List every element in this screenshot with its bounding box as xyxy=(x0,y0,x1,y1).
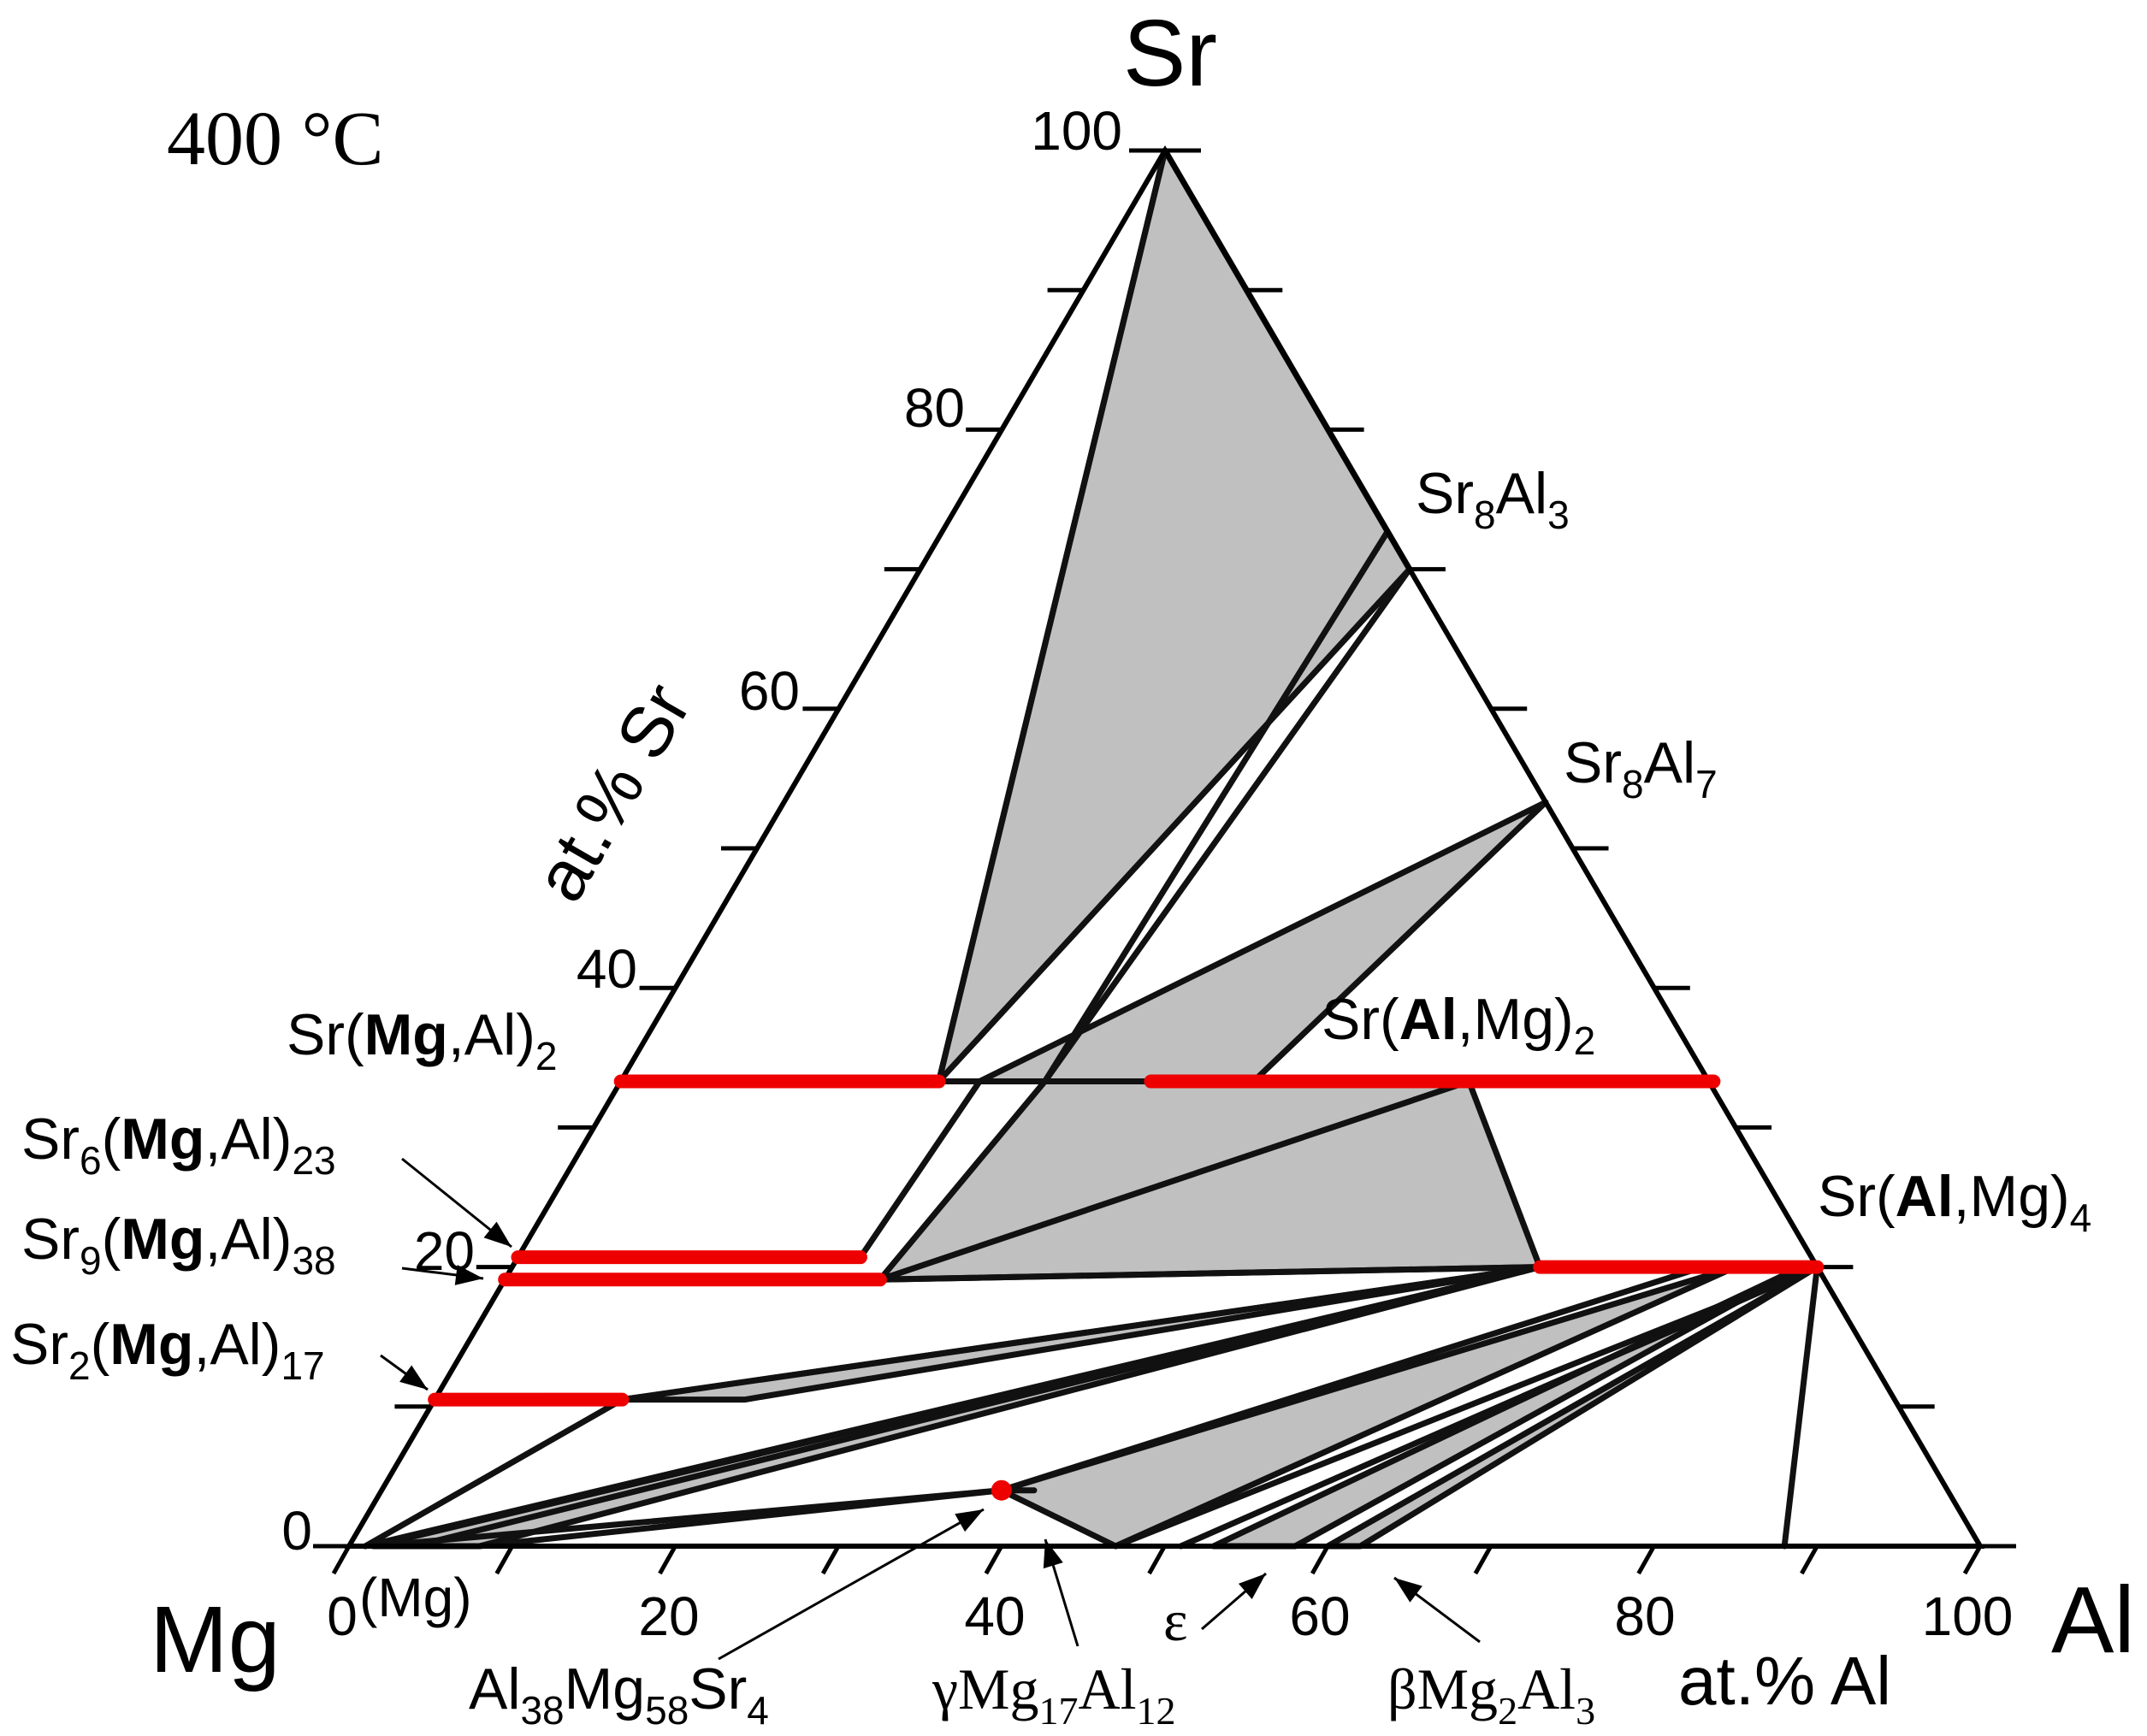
tie-line xyxy=(618,1264,1543,1403)
al-tick-label: 60 xyxy=(1289,1585,1350,1647)
al-tick-label: 80 xyxy=(1614,1585,1675,1647)
sr9-mg-al-38-label: Sr9(Mg,Al)38 xyxy=(21,1207,336,1283)
tie-line xyxy=(857,1078,983,1261)
al-axis-tick xyxy=(1310,1544,1330,1575)
al-axis-tick xyxy=(820,1544,841,1575)
al-axis-tick xyxy=(1473,1544,1493,1575)
axis-ticks xyxy=(313,148,2016,1575)
tie-line xyxy=(1178,1264,1820,1550)
al-axis-tick xyxy=(1636,1544,1656,1575)
sr-tick-label: 100 xyxy=(1031,100,1122,162)
beta-mg2al3-label: βMg2Al3 xyxy=(1387,1656,1595,1733)
al-tick-label: 40 xyxy=(964,1585,1025,1647)
sr8al3-label: Sr8Al3 xyxy=(1416,461,1570,537)
sr-tick-label: 40 xyxy=(577,938,637,1000)
al-tick-labels: 0 20 40 60 80 100 xyxy=(327,1585,2013,1647)
al-axis-tick xyxy=(984,1544,1003,1575)
sr-al-mg-2-label: Sr(Al,Mg)2 xyxy=(1322,987,1595,1063)
three-phase-region xyxy=(998,1264,1739,1550)
arrow-head xyxy=(454,1265,483,1285)
arrow-head xyxy=(955,1509,984,1532)
tie-line xyxy=(1112,1264,1820,1550)
tie-line xyxy=(362,1396,625,1550)
epsilon-label: ε xyxy=(1163,1588,1188,1653)
label-arrows xyxy=(380,1157,1481,1661)
arrow-head xyxy=(399,1365,428,1390)
sr-mg-al-2-label: Sr(Mg,Al)2 xyxy=(287,1002,557,1078)
tie-line xyxy=(1781,1264,1820,1550)
sr-axis-title: at.% Sr xyxy=(518,670,706,914)
sr-tick-labels: 100 80 60 40 20 0 xyxy=(281,100,1122,1562)
al-axis-tick xyxy=(1962,1544,1983,1575)
tie-line xyxy=(476,1487,1005,1550)
al38mg58sr4-point xyxy=(991,1479,1012,1501)
sr2-mg-al-17-label: Sr2(Mg,Al)17 xyxy=(10,1312,325,1388)
solid-solution-lines xyxy=(428,1074,1825,1407)
gamma-mg17al12-label: γMg17Al12 xyxy=(932,1656,1176,1733)
al-axis-tick xyxy=(1800,1544,1819,1575)
tie-line xyxy=(998,1264,1706,1494)
al-axis-title: at.% Al xyxy=(1678,1643,1891,1719)
tie-lines xyxy=(362,147,1820,1550)
al-tick-label: 0 xyxy=(327,1585,358,1647)
al-tick-label: 20 xyxy=(638,1585,699,1647)
tie-line xyxy=(411,1264,1543,1550)
sr8al7-label: Sr8Al7 xyxy=(1564,730,1718,806)
temperature-label: 400 °C xyxy=(167,97,384,181)
sr-tick-label: 60 xyxy=(739,660,800,722)
arrow-head xyxy=(1394,1578,1422,1603)
arrow-head xyxy=(1043,1539,1063,1569)
vertex-mg-label: Mg xyxy=(150,1587,281,1692)
vertex-sr-label: Sr xyxy=(1123,1,1217,106)
tie-line xyxy=(936,147,1168,1085)
al38mg58sr4-label: Al38Mg58Sr4 xyxy=(469,1656,769,1733)
tie-line xyxy=(877,1264,1543,1283)
al-axis-tick xyxy=(331,1544,352,1575)
mg-solid-solution-label: (Mg) xyxy=(359,1567,472,1628)
vertex-al-label: Al xyxy=(2051,1568,2135,1673)
arrow-line xyxy=(718,1508,985,1661)
al-axis-tick xyxy=(658,1544,677,1575)
tie-line xyxy=(1042,566,1413,1085)
arrow-head xyxy=(1238,1574,1266,1600)
sr6-mg-al-23-label: Sr6(Mg,Al)23 xyxy=(21,1107,336,1183)
sr-tick-label: 0 xyxy=(281,1500,312,1562)
al-axis-tick xyxy=(1147,1544,1167,1575)
tie-line xyxy=(1042,528,1391,1085)
al-axis-tick xyxy=(494,1544,514,1575)
arrow-head xyxy=(483,1221,512,1247)
sr-al-mg-4-label: Sr(Al,Mg)4 xyxy=(1818,1164,2091,1240)
sr-tick-label: 80 xyxy=(904,377,965,439)
al-tick-label: 100 xyxy=(1922,1585,2014,1647)
